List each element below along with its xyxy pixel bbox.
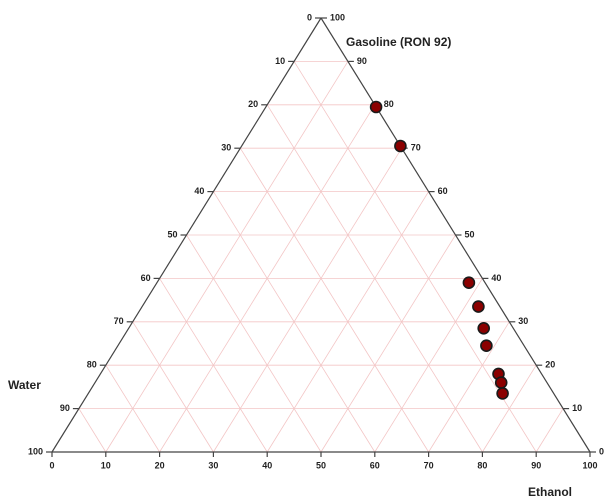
axis-label-water: Water [8,378,41,392]
tick-label-ethanol-2: 20 [155,460,165,470]
grid-line-ethanol-30 [213,147,403,453]
tick-label-water-2: 20 [248,99,258,109]
grid-line-water-60 [159,278,268,453]
tick-label-water-0: 0 [307,12,312,22]
tick-label-ethanol-1: 10 [101,460,111,470]
data-point-8 [494,376,508,389]
tick-label-ethanol-0: 0 [49,460,54,470]
axis-label-ethanol: Ethanol [528,485,572,499]
grid-line-ethanol-70 [428,321,510,453]
tick-label-gasoline-8: 20 [545,360,555,370]
grid-line-ethanol-90 [535,408,564,453]
tick-label-gasoline-2: 80 [384,99,394,109]
tick-label-gasoline-7: 30 [518,316,528,326]
tick-label-water-7: 70 [114,316,124,326]
grid-line-water-70 [132,321,214,453]
data-point-4 [472,300,485,313]
tick-label-gasoline-1: 90 [357,56,367,66]
data-point-9 [496,387,509,400]
tick-label-gasoline-10: 0 [599,446,604,456]
data-point-1 [369,100,383,114]
tick-label-water-10: 100 [28,446,43,456]
tick-label-ethanol-10: 100 [582,460,597,470]
grid-lines [78,61,564,453]
tick-label-water-9: 90 [60,403,70,413]
data-point-2 [394,139,407,153]
tick-marks [46,17,596,457]
grid-line-ethanol-50 [320,234,456,453]
grid-line-water-30 [239,147,429,453]
data-point-6 [480,339,493,353]
data-points [369,100,509,400]
grid-line-ethanol-10 [105,61,349,453]
tick-label-water-4: 40 [194,186,204,196]
tick-label-ethanol-9: 90 [531,460,541,470]
tick-label-water-6: 60 [141,273,151,283]
tick-label-water-8: 80 [87,360,97,370]
tick-label-ethanol-6: 60 [370,460,380,470]
tick-label-ethanol-8: 80 [477,460,487,470]
grid-line-ethanol-60 [374,278,483,453]
tick-label-gasoline-9: 10 [572,403,582,413]
tick-label-gasoline-4: 60 [438,186,448,196]
tick-label-ethanol-3: 30 [208,460,218,470]
tick-label-gasoline-6: 40 [491,273,501,283]
grid-line-water-80 [105,364,160,453]
tick-label-water-5: 50 [167,229,177,239]
grid-line-water-10 [293,61,537,453]
grid-line-water-90 [78,408,107,453]
tick-label-gasoline-0: 100 [330,12,345,22]
tick-label-water-1: 10 [275,56,285,66]
tick-label-ethanol-5: 50 [316,460,326,470]
grid-line-water-50 [186,234,322,453]
tick-label-ethanol-4: 40 [262,460,272,470]
tick-label-gasoline-5: 50 [465,229,475,239]
data-point-5 [477,321,491,335]
grid-line-ethanol-80 [482,364,537,453]
tick-label-gasoline-3: 70 [411,143,421,153]
data-point-3 [462,276,476,290]
tick-label-ethanol-7: 70 [424,460,434,470]
axis-label-gasoline: Gasoline (RON 92) [346,35,451,49]
tick-label-water-3: 30 [221,143,231,153]
